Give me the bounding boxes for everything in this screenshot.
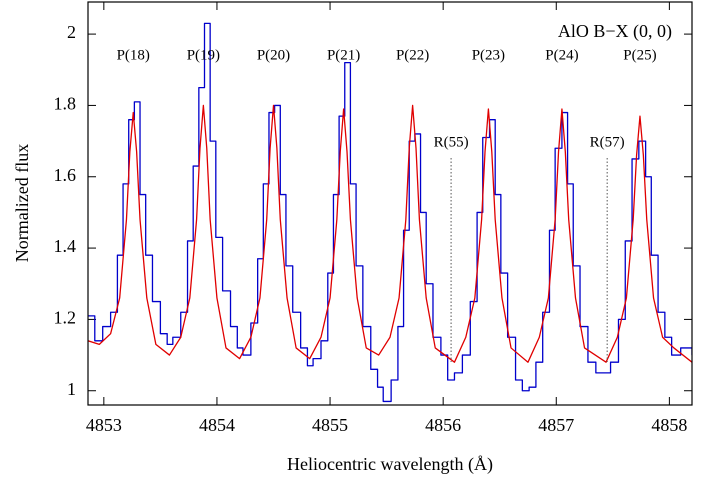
y-tick-label: 1.6 <box>54 165 77 185</box>
legend-label: AlO B−X (0, 0) <box>558 21 672 42</box>
line-label: P(21) <box>327 47 360 63</box>
line-label: R(57) <box>590 134 625 150</box>
y-axis-label: Normalized flux <box>12 144 32 262</box>
y-tick-label: 1.8 <box>54 94 77 114</box>
y-tick-label: 2 <box>67 22 76 42</box>
x-tick-label: 4858 <box>651 415 687 435</box>
line-label: P(25) <box>623 47 656 63</box>
y-tick-label: 1.2 <box>54 308 77 328</box>
x-tick-label: 4854 <box>199 415 235 435</box>
x-tick-label: 4853 <box>86 415 122 435</box>
spectrum-line <box>88 22 692 403</box>
plot-frame <box>87 1 693 406</box>
line-label: P(24) <box>545 47 578 63</box>
line-label: P(23) <box>472 47 505 63</box>
line-label: P(19) <box>187 47 220 63</box>
line-label: P(20) <box>257 47 290 63</box>
line-label: P(22) <box>396 47 429 63</box>
x-tick-label: 4856 <box>425 415 461 435</box>
y-tick-label: 1.4 <box>54 236 77 256</box>
y-tick-label: 1 <box>67 379 76 399</box>
line-label: P(18) <box>117 47 150 63</box>
spectrum-line <box>88 104 692 363</box>
line-label: R(55) <box>434 134 469 150</box>
x-tick-label: 4855 <box>312 415 348 435</box>
x-axis-label: Heliocentric wavelength (Å) <box>287 454 493 475</box>
x-tick-label: 4857 <box>538 415 574 435</box>
